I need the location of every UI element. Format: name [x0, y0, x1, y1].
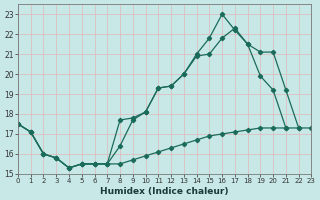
X-axis label: Humidex (Indice chaleur): Humidex (Indice chaleur) [100, 187, 229, 196]
